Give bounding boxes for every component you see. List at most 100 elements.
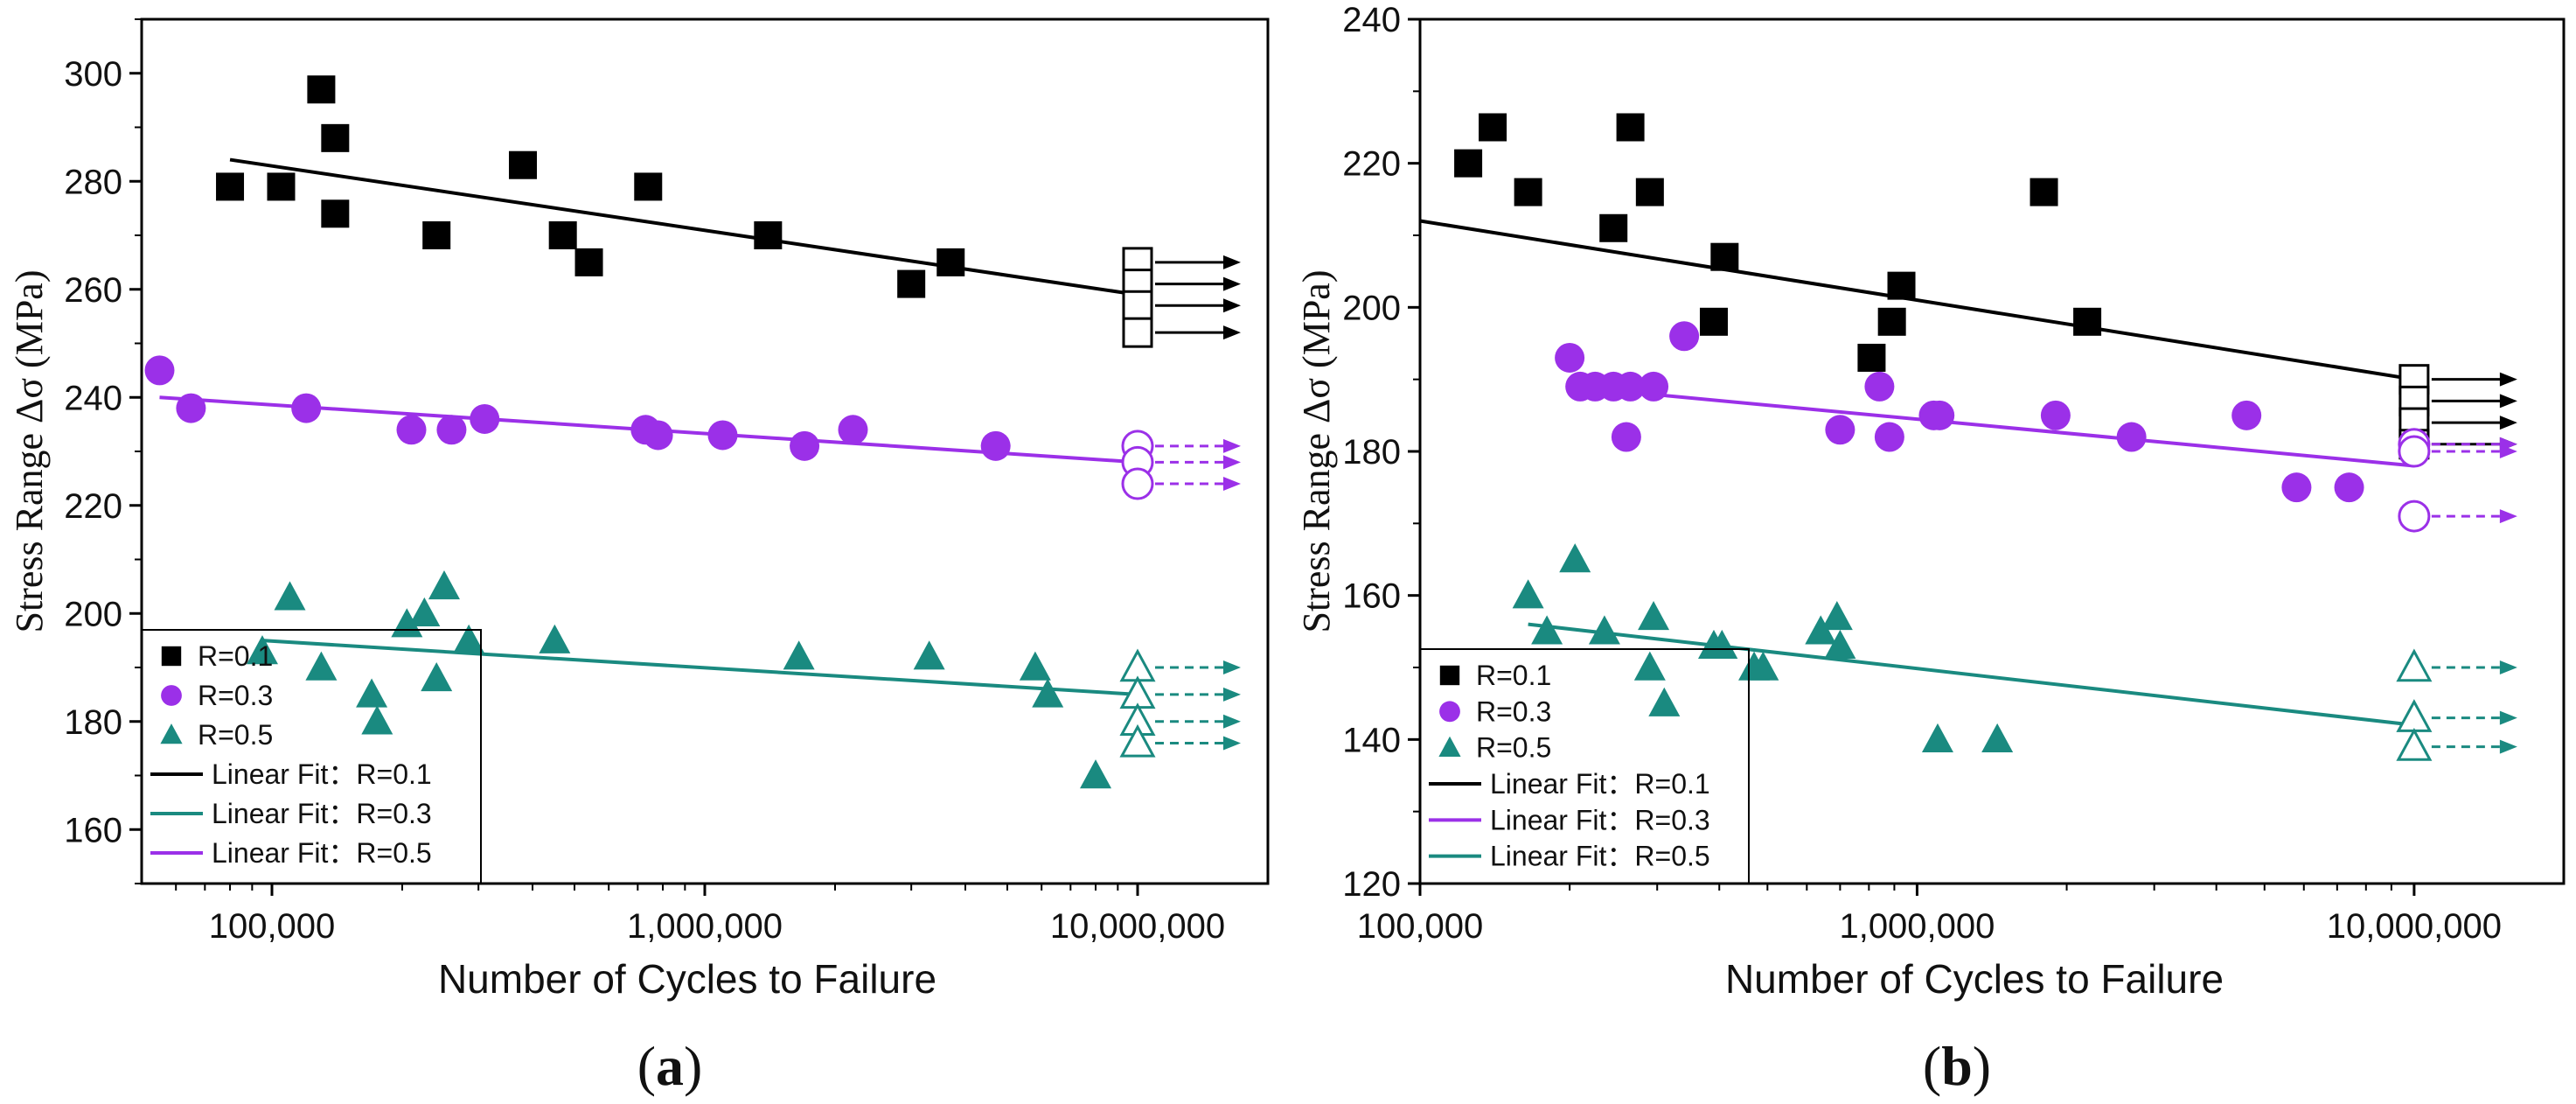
- data-point: [1669, 321, 1700, 352]
- panel-label: (b): [1923, 1035, 1991, 1097]
- y-tick-label: 140: [1342, 721, 1401, 759]
- data-point: [1512, 579, 1544, 609]
- y-tick-label: 280: [64, 163, 122, 201]
- legend-marker: [161, 646, 182, 667]
- x-tick-label: 1,000,000: [1839, 907, 1995, 946]
- y-tick-label: 200: [1342, 289, 1401, 327]
- x-axis-title: Number of Cycles to Failure: [438, 956, 936, 1002]
- data-point: [246, 635, 278, 665]
- data-point: [453, 624, 485, 653]
- data-point: [1616, 113, 1645, 142]
- y-tick-label: 200: [64, 595, 122, 633]
- y-tick-label: 180: [1342, 433, 1401, 472]
- data-point: [1824, 629, 1856, 660]
- data-point: [1032, 678, 1064, 708]
- data-point: [307, 75, 336, 104]
- data-point: [1706, 629, 1738, 660]
- panel-label-letter: a: [656, 1035, 684, 1097]
- y-tick-label: 260: [64, 271, 122, 310]
- data-point: [1635, 178, 1664, 206]
- legend-swatch: [1439, 665, 1460, 686]
- data-point: [321, 123, 350, 152]
- panel-label-close-paren: ): [684, 1035, 702, 1097]
- data-point: [838, 415, 868, 445]
- data-point: [634, 172, 663, 201]
- data-point: [470, 403, 500, 434]
- runout-arrow-head: [2499, 416, 2517, 430]
- data-point: [428, 569, 460, 600]
- data-point: [1599, 213, 1628, 242]
- runout-point: [1119, 723, 1156, 758]
- legend-swatch: [1439, 701, 1460, 723]
- data-point: [643, 420, 673, 451]
- y-axis-title: Stress Range Δσ (MPa): [1295, 270, 1338, 633]
- data-point: [1633, 651, 1666, 681]
- data-point: [274, 581, 306, 611]
- legend-box: [141, 629, 482, 884]
- legend-label: Linear Fit：R=0.3: [1490, 804, 1710, 835]
- data-point: [1611, 422, 1641, 452]
- runout-point: [2396, 699, 2433, 732]
- data-point: [1864, 371, 1895, 402]
- runout-arrow-head: [1222, 298, 1241, 313]
- data-point: [436, 415, 467, 445]
- legend-label: R=0.5: [198, 719, 273, 751]
- chart-panel-a: 100,000 1,000,000 10,000,000 160 180 200 220 24…: [8, 17, 1270, 1097]
- data-point: [1699, 307, 1728, 336]
- data-point: [508, 150, 537, 179]
- data-point: [408, 597, 441, 626]
- legend-marker: [1439, 701, 1460, 723]
- data-point: [1925, 400, 1955, 430]
- data-point: [321, 199, 350, 228]
- series-square: [216, 75, 1241, 348]
- legend-swatch: [160, 723, 183, 744]
- legend-label: Linear Fit：R=0.3: [212, 798, 432, 829]
- data-point: [361, 705, 393, 735]
- y-tick-label: 220: [64, 487, 122, 526]
- data-point: [548, 221, 577, 249]
- runout-arrow-head: [1222, 325, 1241, 340]
- data-point: [913, 640, 945, 670]
- data-point: [936, 248, 965, 276]
- data-point: [574, 248, 603, 276]
- chart-panel-b: 100,000 1,000,000 10,000,000 120 140 160 180 20…: [1295, 1, 2566, 1097]
- series-circle: [144, 355, 1241, 500]
- runout-arrow-head: [2499, 660, 2517, 674]
- data-point: [1531, 615, 1563, 645]
- legend-marker: [160, 723, 183, 744]
- runout-arrow-head: [1222, 255, 1241, 269]
- legend-swatch: [161, 685, 182, 706]
- data-point: [1588, 615, 1620, 645]
- runout-arrow-head: [1222, 736, 1241, 751]
- runout-point: [2396, 648, 2433, 682]
- runout-arrow-head: [2499, 739, 2517, 754]
- legend-label: Linear Fit：R=0.5: [1490, 841, 1710, 872]
- data-point: [2040, 400, 2071, 430]
- data-point: [2231, 400, 2262, 430]
- panel-label-open-paren: (: [637, 1035, 656, 1097]
- runout-arrow-head: [1222, 438, 1241, 453]
- data-point: [790, 430, 820, 461]
- runout-arrow-head: [2499, 372, 2517, 387]
- y-tick-label: 180: [64, 703, 122, 742]
- x-tick-label: 100,000: [209, 907, 336, 946]
- data-point: [396, 415, 427, 445]
- runout-point: [2398, 500, 2431, 533]
- fit-line: [1419, 219, 2415, 381]
- fit-line: [1528, 622, 2415, 727]
- data-point: [176, 393, 206, 423]
- runout-arrow-head: [2499, 509, 2517, 524]
- data-point: [1821, 600, 1853, 631]
- data-point: [1638, 600, 1670, 631]
- y-tick-label: 220: [1342, 145, 1401, 184]
- runout-point: [2396, 728, 2433, 761]
- legend-marker: [1438, 736, 1461, 757]
- legend-label: R=0.3: [1476, 695, 1551, 727]
- runout-arrow-head: [2499, 394, 2517, 409]
- x-tick-label: 10,000,000: [1050, 907, 1225, 946]
- legend-box: [1419, 648, 1750, 884]
- series-circle: [1555, 321, 2517, 533]
- data-point: [1825, 415, 1855, 445]
- data-point: [267, 172, 296, 201]
